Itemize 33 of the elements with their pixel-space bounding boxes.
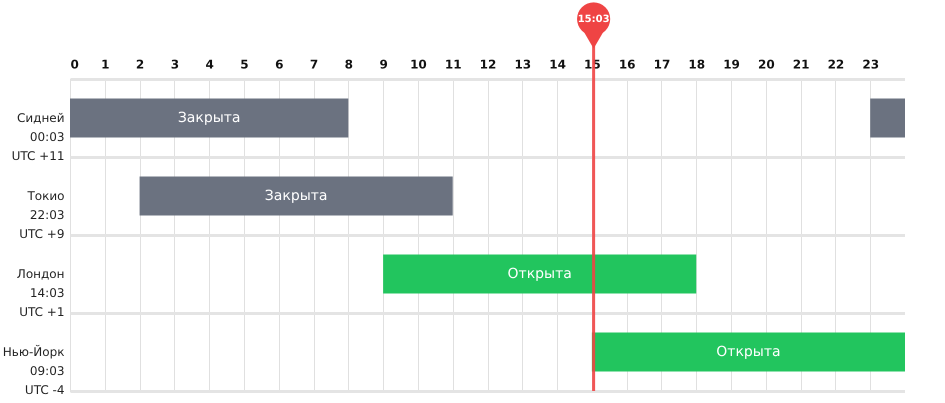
x-tick-label: 20	[758, 58, 775, 72]
x-tick-label: 1	[101, 58, 110, 72]
x-tick-label: 4	[205, 58, 214, 72]
data-label: Открыта	[508, 266, 572, 282]
x-tick-label: 7	[310, 58, 318, 72]
x-tick-label: 17	[654, 58, 670, 72]
y-tick-label: Лондон 14:03 UTC +1	[16, 267, 64, 319]
x-tick-label: 16	[618, 58, 636, 72]
x-tick-label: 19	[723, 58, 740, 72]
x-tick-label: 5	[240, 58, 249, 72]
x-tick-label: 14	[549, 58, 566, 72]
y-tick-label: Токио 22:03 UTC +9	[19, 189, 64, 241]
x-tick-label: 10	[410, 58, 427, 72]
x-tick-label: 6	[275, 58, 284, 72]
data-label: Закрыта	[178, 110, 241, 126]
x-tick-label: 18	[688, 58, 706, 72]
y-tick-label: Сидней 00:03 UTC +11	[12, 111, 64, 163]
data-label: Открыта	[716, 344, 781, 360]
x-tick-label: 0	[70, 58, 79, 72]
x-tick-label: 21	[792, 58, 810, 72]
bar	[870, 98, 905, 138]
x-tick-label: 22	[828, 58, 844, 72]
data-label: Закрыта	[264, 188, 328, 204]
x-tick-label: 9	[379, 58, 388, 72]
x-tick-label: 13	[514, 58, 532, 72]
x-tick-label: 12	[480, 58, 496, 72]
bar	[383, 254, 696, 294]
x-tick-label: 3	[170, 58, 180, 72]
y-tick-label: Нью-Йорк 09:03 UTC -4	[2, 344, 64, 397]
x-tick-label: 8	[344, 58, 354, 72]
x-tick-label: 11	[444, 58, 462, 72]
x-tick-label: 2	[136, 58, 144, 72]
x-tick-label: 23	[862, 58, 880, 72]
